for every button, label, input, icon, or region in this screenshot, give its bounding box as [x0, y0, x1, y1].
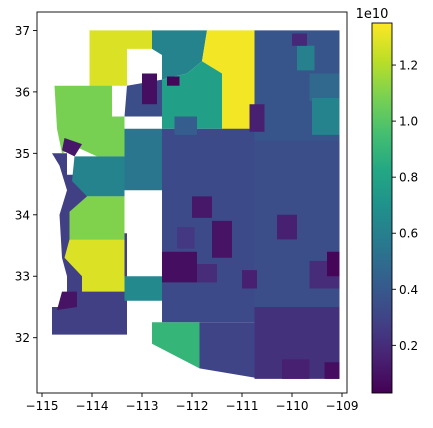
- region-24: [197, 264, 217, 283]
- region-15: [199, 322, 255, 378]
- colorbar-tick-label: 0.6: [399, 227, 418, 241]
- region-10: [62, 138, 82, 157]
- map-regions: [52, 30, 340, 379]
- region-11: [69, 196, 125, 240]
- region-36: [142, 73, 157, 105]
- y-tick-label: 37: [15, 24, 30, 38]
- y-axis-ticks: 32 33 34 35 36 37: [15, 24, 37, 345]
- region-28: [312, 98, 340, 135]
- y-tick-label: 34: [15, 208, 30, 222]
- region-35: [249, 104, 265, 132]
- region-32: [282, 359, 310, 379]
- colorbar-tick-label: 1.0: [399, 115, 418, 129]
- x-tick-label: −112: [176, 399, 209, 413]
- region-18: [162, 128, 255, 323]
- region-19: [162, 251, 197, 283]
- colorbar-tick-label: 0.2: [399, 339, 418, 353]
- y-tick-label: 36: [15, 85, 30, 99]
- region-2: [152, 30, 207, 80]
- colorbar-ticks: 0.2 0.4 0.6 0.8 1.0 1.2: [392, 59, 418, 353]
- region-26: [297, 45, 315, 71]
- region-20: [212, 220, 232, 258]
- colorbar-tick-label: 0.8: [399, 171, 418, 185]
- region-31: [327, 251, 340, 277]
- y-tick-label: 32: [15, 331, 30, 345]
- x-tick-label: −115: [26, 399, 59, 413]
- region-23: [174, 116, 197, 135]
- colorbar: [371, 22, 393, 394]
- colorbar-offset-label: 1e10: [356, 7, 389, 22]
- x-tick-label: −113: [126, 399, 159, 413]
- region-9: [72, 156, 125, 197]
- region-25: [242, 270, 257, 289]
- region-27: [309, 73, 340, 102]
- colorbar-tick-label: 0.4: [399, 283, 418, 297]
- region-22: [177, 227, 195, 249]
- region-3: [202, 30, 255, 141]
- y-tick-label: 35: [15, 147, 30, 161]
- region-14: [152, 322, 200, 369]
- region-12: [64, 239, 125, 292]
- region-21: [192, 196, 212, 218]
- region-29: [277, 214, 297, 240]
- region-16: [254, 307, 340, 379]
- colorbar-tick-label: 1.2: [399, 59, 418, 73]
- y-tick-label: 33: [15, 270, 30, 284]
- region-37: [167, 76, 180, 86]
- x-tick-label: −111: [226, 399, 259, 413]
- x-tick-label: −109: [326, 399, 359, 413]
- region-13: [124, 276, 162, 301]
- region-33: [324, 362, 340, 379]
- region-38: [57, 291, 77, 310]
- x-tick-label: −110: [276, 399, 309, 413]
- region-34: [292, 33, 307, 46]
- x-axis-ticks: −115 −114 −113 −112 −111 −110 −109: [26, 393, 359, 413]
- region-5: [54, 85, 125, 157]
- x-tick-label: −114: [76, 399, 109, 413]
- region-8: [124, 128, 162, 191]
